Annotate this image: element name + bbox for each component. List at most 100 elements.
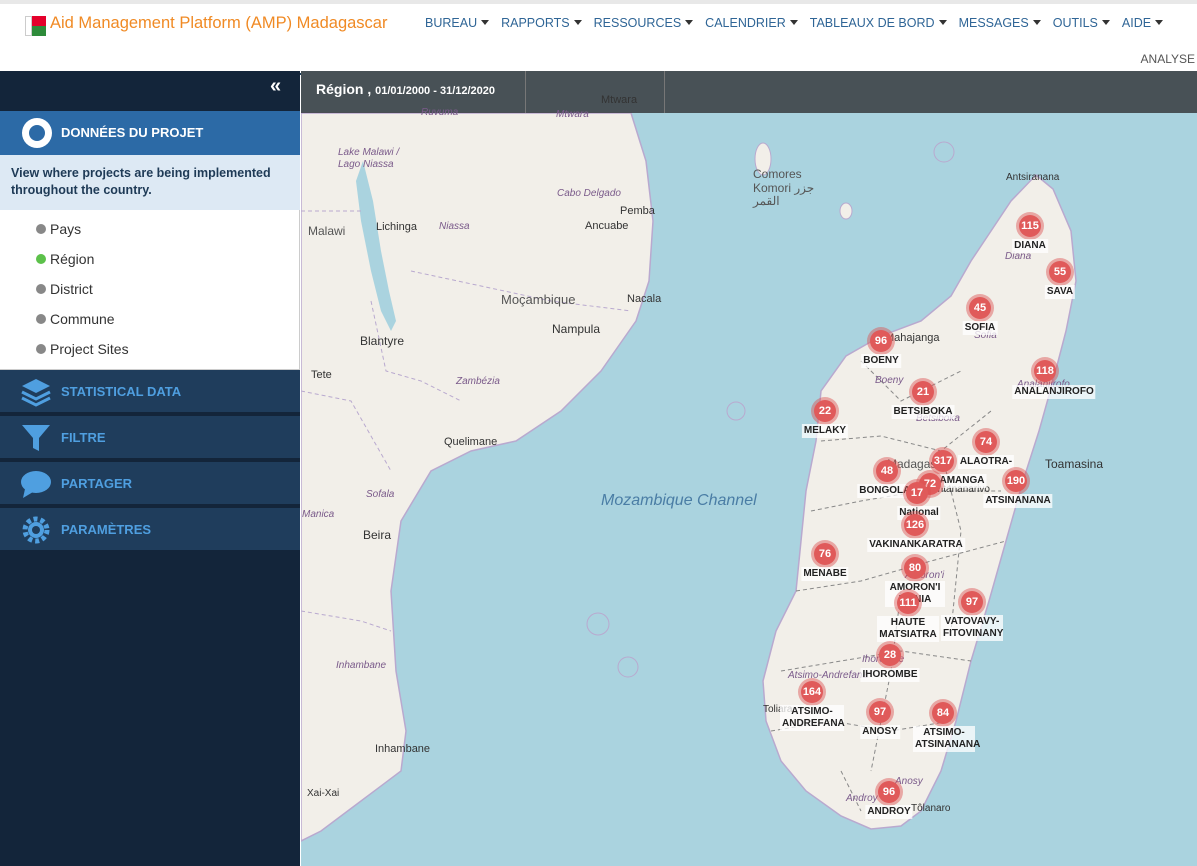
level-option-district[interactable]: District [36, 281, 93, 297]
project-cluster-marker[interactable]: 55 [1046, 258, 1074, 286]
project-cluster-marker[interactable]: 96 [875, 778, 903, 806]
speech-bubble-icon [21, 471, 51, 498]
madagascar-flag-logo[interactable] [25, 16, 46, 36]
project-cluster-marker[interactable]: 45 [966, 294, 994, 322]
chevron-down-icon [685, 20, 694, 25]
place-label: Sofala [366, 489, 395, 500]
region-label: ANDROY [865, 805, 913, 819]
section-statistical-data[interactable]: STATISTICAL DATA [0, 370, 300, 414]
place-label: Analanjirofo [1017, 379, 1070, 390]
chevron-down-icon [481, 20, 490, 25]
project-cluster-marker[interactable]: 164 [798, 678, 826, 706]
place-label: Amoron'i [905, 570, 945, 581]
project-cluster-marker[interactable]: 115 [1016, 212, 1044, 240]
project-data-header[interactable]: DONNÉES DU PROJET [0, 111, 300, 155]
place-label: Inhambane [375, 743, 431, 755]
level-option-pays[interactable]: Pays [36, 221, 81, 237]
place-label: Nampula [552, 322, 601, 336]
section-label: STATISTICAL DATA [61, 384, 182, 399]
region-label: BETSIBOKA [891, 405, 955, 419]
section-parametres[interactable]: PARAMÈTRES [0, 508, 300, 552]
nav-tableaux-de-bord[interactable]: TABLEAUX DE BORD [810, 16, 947, 30]
place-label: Manica [302, 509, 335, 520]
layers-icon [21, 379, 51, 407]
project-data-title: DONNÉES DU PROJET [61, 125, 204, 140]
search-bubble-icon [22, 118, 52, 148]
project-cluster-marker[interactable]: 111 [894, 589, 922, 617]
level-option-commune[interactable]: Commune [36, 311, 115, 327]
project-cluster-marker[interactable]: 190 [1002, 467, 1030, 495]
region-label: BOENY [861, 354, 901, 368]
chevron-down-icon [789, 20, 798, 25]
project-cluster-marker[interactable]: 28 [876, 641, 904, 669]
place-label: Diana [1005, 251, 1032, 262]
place-label: Blantyre [360, 334, 405, 348]
project-cluster-marker[interactable]: 97 [958, 588, 986, 616]
nav-aide[interactable]: AIDE [1122, 16, 1164, 30]
place-label: Toamasina [1045, 457, 1104, 471]
section-label: PARTAGER [61, 476, 133, 491]
place-label: Antananarivo [931, 484, 990, 495]
collapse-sidebar-icon[interactable]: « [270, 75, 282, 97]
place-label: Malawi [308, 224, 346, 238]
place-label: Beira [363, 528, 392, 542]
project-cluster-marker[interactable]: 48 [873, 457, 901, 485]
admin-level-list: Pays Région District Commune Project Sit… [0, 210, 300, 370]
region-label: DIANA [1012, 239, 1048, 253]
region-label: HAUTE MATSIATRA [877, 616, 939, 642]
place-label: Niassa [439, 221, 470, 232]
project-cluster-marker[interactable]: 74 [972, 428, 1000, 456]
place-label: Xai-Xai [307, 788, 340, 799]
nav-rapports[interactable]: RAPPORTS [501, 16, 582, 30]
place-label: Comores [753, 167, 802, 181]
project-cluster-marker[interactable]: 84 [929, 699, 957, 727]
nav-bureau[interactable]: BUREAU [425, 16, 490, 30]
place-label: Ancuabe [585, 220, 629, 232]
radio-dot-active-icon [36, 254, 46, 264]
analyse-link[interactable]: ANALYSE [1140, 52, 1195, 66]
radio-dot-icon [36, 284, 46, 294]
project-cluster-marker[interactable]: 22 [811, 397, 839, 425]
region-label: AMANGA [937, 474, 987, 488]
project-cluster-marker[interactable]: 17 [903, 479, 931, 507]
sidebar: « DONNÉES DU PROJET View where projects … [0, 71, 300, 866]
chevron-down-icon [1032, 20, 1041, 25]
nav-messages[interactable]: MESSAGES [959, 16, 1041, 30]
section-filtre[interactable]: FILTRE [0, 416, 300, 460]
place-label: Nacala [627, 293, 662, 305]
level-option-project-sites[interactable]: Project Sites [36, 341, 129, 357]
radio-dot-icon [36, 344, 46, 354]
region-label: ATSIMO-ATSINANANA [913, 726, 981, 752]
project-cluster-marker[interactable]: 317 [929, 447, 957, 475]
project-cluster-marker[interactable]: 96 [867, 327, 895, 355]
nav-ressources[interactable]: RESSOURCES [594, 16, 694, 30]
chevron-down-icon [1101, 20, 1110, 25]
region-label: ANOSY [860, 725, 900, 739]
nav-outils[interactable]: OUTILS [1053, 16, 1110, 30]
nav-calendrier[interactable]: CALENDRIER [705, 16, 798, 30]
place-label: Zambézia [456, 376, 500, 387]
region-label: ATSINANANA [983, 494, 1053, 508]
project-cluster-marker[interactable]: 21 [909, 378, 937, 406]
map-view[interactable]: Région , 01/01/2000 - 31/12/2020 Mtwara … [301, 71, 1197, 866]
map-filter-summary: Région , 01/01/2000 - 31/12/2020 [316, 81, 496, 97]
project-cluster-marker[interactable]: 97 [866, 698, 894, 726]
project-data-description: View where projects are being implemente… [0, 155, 300, 210]
place-label: Moçambique [501, 292, 576, 307]
level-option-region[interactable]: Région [36, 251, 94, 267]
top-header: Aid Management Platform (AMP) Madagascar… [0, 0, 1197, 75]
project-cluster-marker[interactable]: 76 [811, 540, 839, 568]
place-label: Sofia [974, 330, 997, 341]
place-label: Lake Malawi / Lago Niassa [338, 147, 400, 170]
app-title[interactable]: Aid Management Platform (AMP) Madagascar [50, 14, 388, 32]
place-label: Pemba [620, 205, 655, 217]
project-cluster-marker[interactable]: 80 [901, 554, 929, 582]
section-partager[interactable]: PARTAGER [0, 462, 300, 506]
region-label: VAKINANKARATRA [867, 538, 965, 552]
project-cluster-marker[interactable]: 118 [1031, 357, 1059, 385]
place-label: Komori جزر القمر [753, 181, 815, 208]
chevron-down-icon [1155, 20, 1164, 25]
region-label: ATSIMO-ANDREFANA [780, 705, 845, 731]
radio-dot-icon [36, 224, 46, 234]
project-cluster-marker[interactable]: 126 [901, 511, 929, 539]
